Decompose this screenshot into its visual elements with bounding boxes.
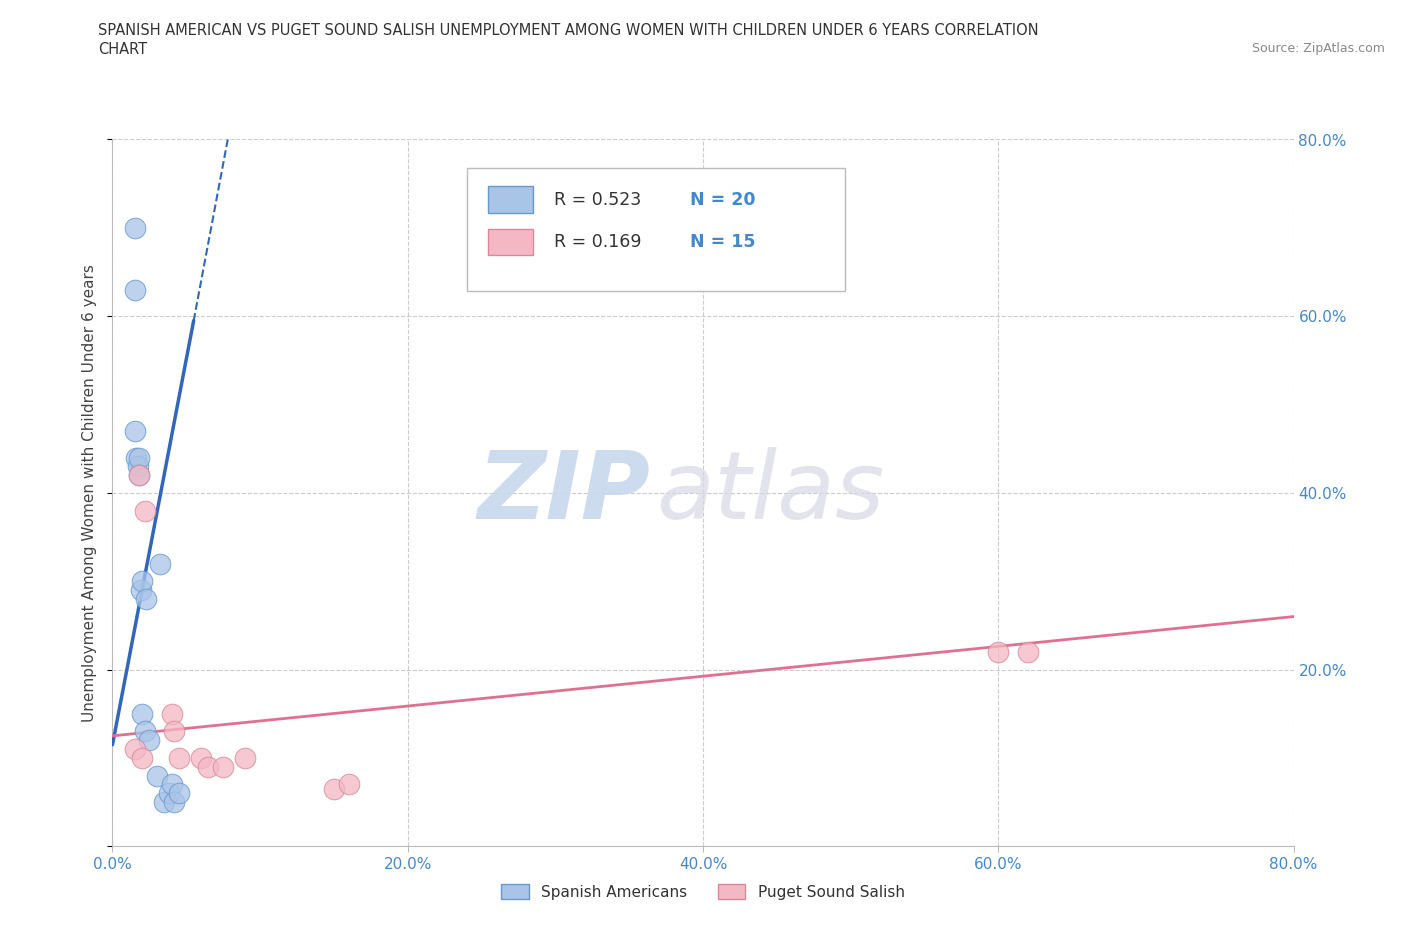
Point (131, 751, 153, 765)
Point (124, 742, 146, 757)
Point (163, 794, 186, 809)
Point (167, 786, 190, 801)
Text: ZIP: ZIP (477, 447, 650, 538)
Point (134, 503, 156, 518)
Text: N = 20: N = 20 (690, 191, 755, 208)
Point (212, 759, 235, 774)
Point (157, 786, 180, 801)
Point (128, 450, 150, 465)
Point (146, 768, 169, 783)
Point (233, 751, 256, 765)
FancyBboxPatch shape (488, 186, 533, 213)
Point (134, 724, 156, 738)
Y-axis label: Unemployment Among Women with Children Under 6 years: Unemployment Among Women with Children U… (82, 264, 97, 722)
Point (337, 777, 360, 792)
Point (163, 724, 186, 738)
Point (125, 450, 148, 465)
Text: R = 0.523: R = 0.523 (554, 191, 641, 208)
FancyBboxPatch shape (467, 167, 845, 291)
Point (135, 591, 157, 606)
Text: R = 0.169: R = 0.169 (554, 233, 641, 251)
Point (323, 781, 346, 796)
Text: Source: ZipAtlas.com: Source: ZipAtlas.com (1251, 42, 1385, 55)
Point (131, 574, 153, 589)
Point (138, 733, 160, 748)
Point (197, 759, 219, 774)
Point (160, 707, 183, 722)
Point (128, 468, 150, 483)
Point (124, 220, 146, 235)
FancyBboxPatch shape (488, 229, 533, 256)
Point (160, 777, 183, 792)
Point (1017, 644, 1039, 659)
Point (149, 556, 172, 571)
Text: CHART: CHART (98, 42, 148, 57)
Point (190, 751, 212, 765)
Text: N = 15: N = 15 (690, 233, 755, 251)
Text: atlas: atlas (655, 447, 884, 538)
Point (129, 582, 152, 598)
Point (128, 468, 150, 483)
Point (124, 283, 146, 298)
Text: SPANISH AMERICAN VS PUGET SOUND SALISH UNEMPLOYMENT AMONG WOMEN WITH CHILDREN UN: SPANISH AMERICAN VS PUGET SOUND SALISH U… (98, 23, 1039, 38)
Point (987, 644, 1010, 659)
Legend: Spanish Americans, Puget Sound Salish: Spanish Americans, Puget Sound Salish (495, 878, 911, 906)
Point (131, 707, 153, 722)
Point (167, 751, 190, 765)
Point (124, 424, 146, 439)
Point (127, 459, 149, 474)
Point (153, 794, 176, 809)
